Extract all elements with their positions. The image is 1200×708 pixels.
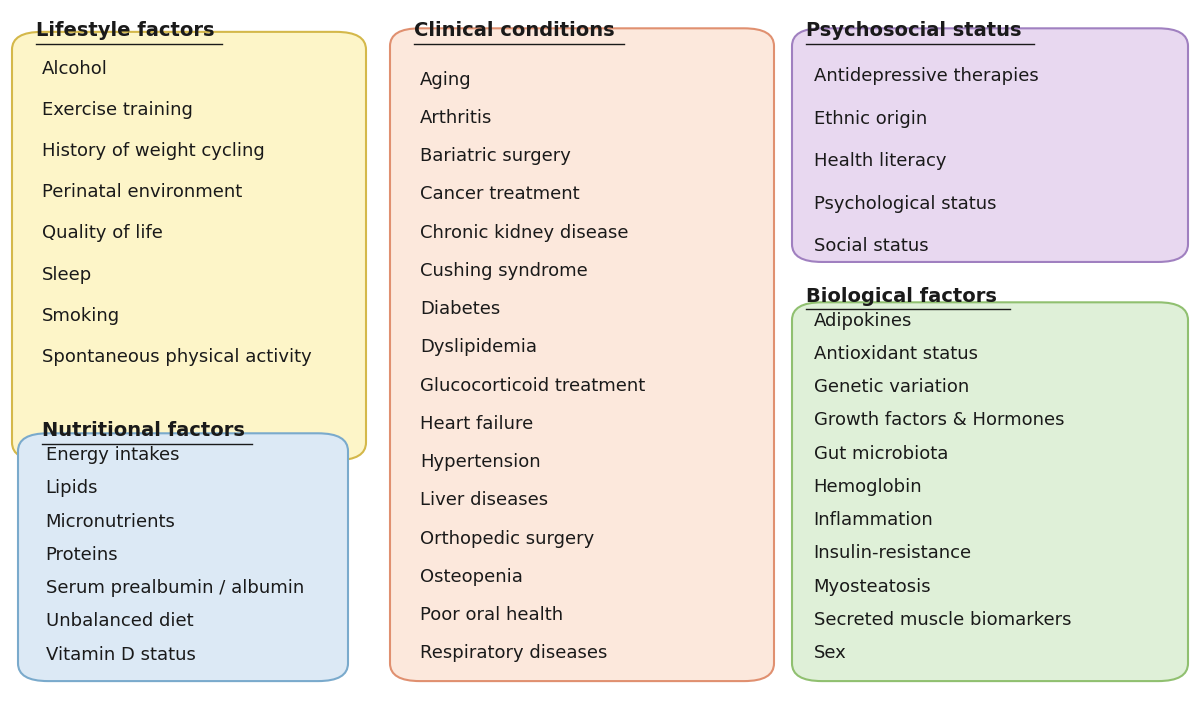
Text: Psychosocial status: Psychosocial status	[806, 21, 1022, 40]
Text: Chronic kidney disease: Chronic kidney disease	[420, 224, 629, 241]
Text: Unbalanced diet: Unbalanced diet	[46, 612, 193, 630]
Text: Nutritional factors: Nutritional factors	[42, 421, 245, 440]
Text: Smoking: Smoking	[42, 307, 120, 324]
FancyBboxPatch shape	[792, 302, 1188, 681]
Text: Liver diseases: Liver diseases	[420, 491, 548, 509]
FancyBboxPatch shape	[18, 433, 348, 681]
Text: Vitamin D status: Vitamin D status	[46, 646, 196, 663]
Text: Serum prealbumin / albumin: Serum prealbumin / albumin	[46, 579, 304, 597]
Text: Secreted muscle biomarkers: Secreted muscle biomarkers	[814, 611, 1072, 629]
Text: Gut microbiota: Gut microbiota	[814, 445, 948, 462]
Text: Sleep: Sleep	[42, 266, 92, 283]
Text: Exercise training: Exercise training	[42, 101, 193, 119]
Text: Bariatric surgery: Bariatric surgery	[420, 147, 571, 165]
Text: Aging: Aging	[420, 71, 472, 88]
Text: Myosteatosis: Myosteatosis	[814, 578, 931, 595]
Text: Clinical conditions: Clinical conditions	[414, 21, 614, 40]
Text: Inflammation: Inflammation	[814, 511, 934, 529]
Text: Osteopenia: Osteopenia	[420, 568, 523, 586]
Text: Insulin-resistance: Insulin-resistance	[814, 544, 972, 562]
Text: History of weight cycling: History of weight cycling	[42, 142, 265, 160]
Text: Hypertension: Hypertension	[420, 453, 541, 471]
Text: Cushing syndrome: Cushing syndrome	[420, 262, 588, 280]
Text: Cancer treatment: Cancer treatment	[420, 185, 580, 203]
Text: Perinatal environment: Perinatal environment	[42, 183, 242, 201]
Text: Alcohol: Alcohol	[42, 60, 108, 78]
FancyBboxPatch shape	[390, 28, 774, 681]
Text: Adipokines: Adipokines	[814, 312, 912, 329]
Text: Psychological status: Psychological status	[814, 195, 996, 212]
Text: Proteins: Proteins	[46, 546, 119, 564]
Text: Lifestyle factors: Lifestyle factors	[36, 21, 215, 40]
Text: Growth factors & Hormones: Growth factors & Hormones	[814, 411, 1064, 429]
Text: Sex: Sex	[814, 644, 846, 662]
Text: Lipids: Lipids	[46, 479, 98, 497]
Text: Antioxidant status: Antioxidant status	[814, 345, 978, 362]
Text: Arthritis: Arthritis	[420, 109, 492, 127]
Text: Hemoglobin: Hemoglobin	[814, 478, 923, 496]
Text: Spontaneous physical activity: Spontaneous physical activity	[42, 348, 312, 365]
Text: Poor oral health: Poor oral health	[420, 606, 563, 624]
Text: Respiratory diseases: Respiratory diseases	[420, 644, 607, 662]
Text: Energy intakes: Energy intakes	[46, 446, 179, 464]
Text: Heart failure: Heart failure	[420, 415, 533, 433]
Text: Glucocorticoid treatment: Glucocorticoid treatment	[420, 377, 646, 394]
Text: Health literacy: Health literacy	[814, 152, 946, 170]
Text: Genetic variation: Genetic variation	[814, 378, 968, 396]
Text: Quality of life: Quality of life	[42, 224, 163, 242]
Text: Antidepressive therapies: Antidepressive therapies	[814, 67, 1038, 85]
Text: Orthopedic surgery: Orthopedic surgery	[420, 530, 594, 547]
FancyBboxPatch shape	[792, 28, 1188, 262]
Text: Biological factors: Biological factors	[806, 287, 997, 306]
Text: Diabetes: Diabetes	[420, 300, 500, 318]
Text: Micronutrients: Micronutrients	[46, 513, 175, 530]
Text: Social status: Social status	[814, 237, 929, 255]
Text: Dyslipidemia: Dyslipidemia	[420, 338, 538, 356]
Text: Ethnic origin: Ethnic origin	[814, 110, 926, 127]
FancyBboxPatch shape	[12, 32, 366, 460]
